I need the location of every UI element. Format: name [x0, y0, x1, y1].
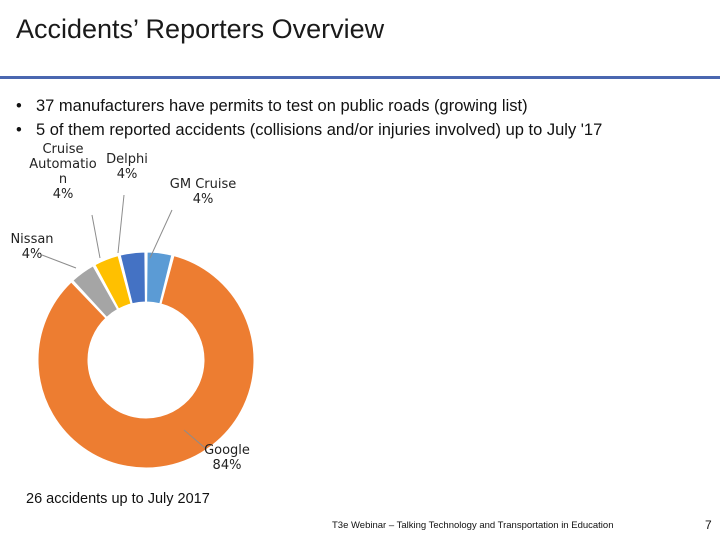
bullet-glyph: • — [16, 121, 22, 139]
leader-line-gm-cruise — [149, 209, 173, 259]
leader-line-nissan — [41, 254, 77, 269]
leader-line-google — [183, 429, 206, 449]
labels-layer: GM Cruise 4% Google 84% Nissan 4% Cruise Automa… — [10, 142, 249, 473]
donut-chart: GM Cruise 4% Google 84% Nissan 4% Cruise Automa… — [10, 142, 255, 473]
data-label-delphi: Delphi 4% — [106, 152, 148, 182]
leader-line-delphi — [117, 194, 125, 254]
bullet-item: • 5 of them reported accidents (collisio… — [16, 118, 602, 142]
donut-slice-google — [37, 255, 255, 469]
bullet-text: 37 manufacturers have permits to test on… — [36, 97, 528, 115]
footer-text: T3e Webinar – Talking Technology and Tra… — [332, 520, 614, 531]
slices-layer — [37, 251, 255, 469]
donut-slice-gm-cruise — [146, 251, 173, 305]
page-number: 7 — [705, 518, 712, 532]
leader-line-cruise-automation — [91, 214, 101, 259]
donut-slice-cruise-automation — [94, 255, 132, 310]
bullet-text: 5 of them reported accidents (collisions… — [36, 121, 603, 139]
bullet-glyph: • — [16, 97, 22, 115]
donut-slice-delphi — [119, 251, 146, 305]
data-label-google: Google 84% — [204, 443, 250, 473]
chart-caption: 26 accidents up to July 2017 — [26, 491, 210, 507]
donut-slice-nissan — [72, 265, 119, 319]
title-divider — [0, 76, 720, 79]
data-label-gm-cruise: GM Cruise 4% — [170, 177, 236, 207]
data-label-nissan: Nissan 4% — [10, 232, 53, 262]
slide-title: Accidents’ Reporters Overview — [16, 14, 385, 44]
bullet-item: • 37 manufacturers have permits to test … — [16, 94, 602, 118]
leader-lines-layer — [41, 194, 206, 449]
bullet-list: • 37 manufacturers have permits to test … — [16, 94, 602, 142]
data-label-cruise-automation: Cruise Automatio n 4% — [29, 142, 97, 202]
